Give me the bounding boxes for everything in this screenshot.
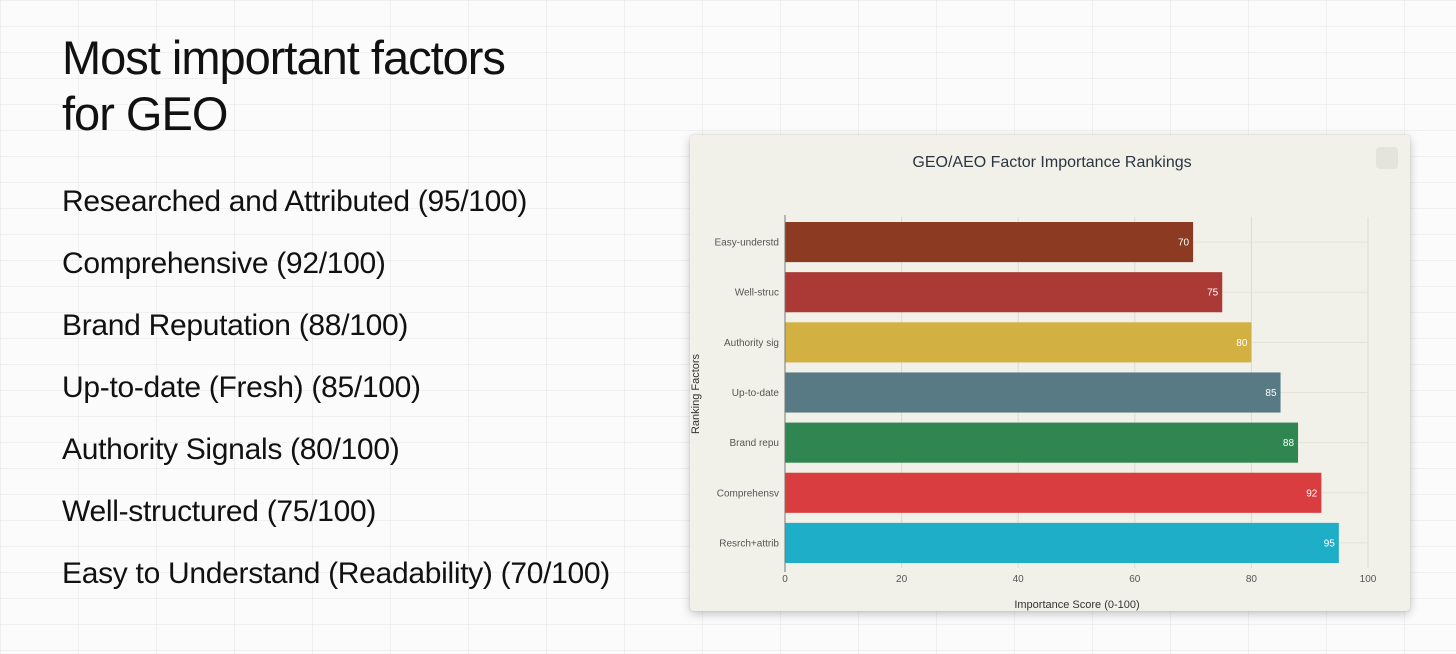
y-tick-labels: Easy-understd Well-struc Authority sig Up-t…: [715, 238, 780, 550]
factor-item: Well-structured (75/100): [62, 495, 377, 528]
bar: [785, 322, 1252, 363]
bar-value-label: 92: [1306, 488, 1318, 499]
factor-item: Researched and Attributed (95/100): [62, 185, 528, 218]
factor-item: Up-to-date (Fresh) (85/100): [62, 371, 421, 404]
bar-value-label: 95: [1324, 538, 1336, 549]
bar-value-label: 75: [1207, 288, 1219, 299]
x-tick-label: 60: [1129, 574, 1141, 585]
chart-card: GEO/AEO Factor Importance Rankings 70 75 8…: [690, 135, 1410, 611]
factor-item: Brand Reputation (88/100): [62, 309, 409, 342]
x-axis-title: Importance Score (0-100): [1014, 599, 1139, 611]
factor-list: Researched and Attributed (95/100) Compr…: [62, 187, 610, 621]
x-tick-label: 80: [1246, 574, 1258, 585]
slide-title: Most important factors for GEO: [62, 30, 662, 142]
x-tick-label: 100: [1360, 574, 1377, 585]
chart-menu-button[interactable]: [1376, 147, 1398, 169]
factor-item: Easy to Understand (Readability) (70/100…: [62, 557, 610, 590]
y-tick-label: Authority sig: [724, 338, 779, 349]
y-tick-label: Brand repu: [730, 438, 779, 449]
bar: [785, 522, 1339, 563]
bar-value-label: 88: [1283, 438, 1295, 449]
x-tick-label: 0: [782, 574, 788, 585]
bar: [785, 372, 1281, 413]
bar: [785, 422, 1299, 463]
bar-chart: GEO/AEO Factor Importance Rankings 70 75 8…: [690, 154, 1377, 611]
factor-item: Authority Signals (80/100): [62, 433, 400, 466]
factor-item: Comprehensive (92/100): [62, 247, 386, 280]
slide-title-line1: Most important factors: [62, 31, 506, 84]
chart-title: GEO/AEO Factor Importance Rankings: [912, 154, 1191, 171]
x-tick-labels: 0 20 40 60 80 100: [782, 574, 1377, 585]
y-axis-title: Ranking Factors: [690, 353, 702, 434]
y-tick-label: Easy-understd: [715, 238, 779, 249]
x-tick-label: 20: [896, 574, 908, 585]
bar: [785, 222, 1194, 263]
bar: [785, 472, 1322, 513]
bar-value-label: 70: [1178, 238, 1190, 249]
y-tick-label: Up-to-date: [732, 388, 780, 399]
bar-value-label: 80: [1236, 338, 1248, 349]
bars: 70 75 80 85 88 92 95: [785, 222, 1339, 563]
y-tick-label: Resrch+attrib: [719, 538, 779, 549]
y-tick-label: Comprehensv: [717, 488, 779, 499]
slide-title-line2: for GEO: [62, 87, 228, 140]
bar: [785, 272, 1223, 313]
x-tick-label: 40: [1013, 574, 1025, 585]
y-tick-label: Well-struc: [735, 288, 779, 299]
bar-value-label: 85: [1265, 388, 1277, 399]
